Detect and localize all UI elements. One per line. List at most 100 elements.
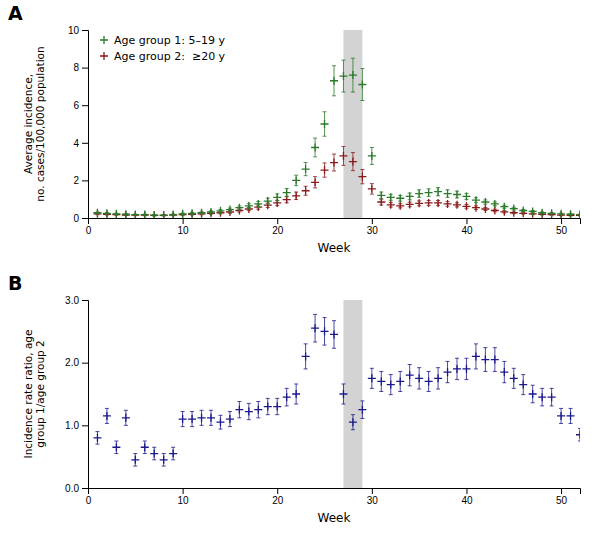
tick-mark <box>82 300 88 301</box>
tick: 50 <box>556 218 568 236</box>
point <box>444 190 452 198</box>
tick: 3.0 <box>65 295 88 306</box>
point <box>377 377 385 385</box>
tick: 6 <box>73 100 88 111</box>
shaded-region <box>343 30 362 218</box>
point <box>557 210 565 218</box>
point <box>548 209 556 217</box>
point <box>103 209 111 217</box>
tick: 20 <box>272 218 284 236</box>
tick-label: 10 <box>178 225 190 236</box>
point <box>264 197 272 205</box>
tick-mark <box>82 30 88 31</box>
point <box>415 199 423 207</box>
series <box>93 58 580 218</box>
point <box>103 210 111 218</box>
point <box>500 203 508 211</box>
tick-mark <box>277 488 278 494</box>
point <box>462 202 470 210</box>
point <box>311 324 319 332</box>
point <box>131 211 139 218</box>
point <box>216 207 224 215</box>
x-axis-title: Week <box>318 241 351 255</box>
tick-mark <box>466 218 467 224</box>
series <box>93 147 580 218</box>
point <box>141 443 149 451</box>
plot-area <box>93 300 580 488</box>
point <box>415 374 423 382</box>
point <box>415 190 423 198</box>
point <box>122 414 130 422</box>
tick: 0 <box>73 213 88 224</box>
point <box>141 211 149 218</box>
point <box>387 381 395 389</box>
tick-mark <box>183 218 184 224</box>
tick-mark <box>82 488 88 489</box>
point <box>567 210 575 218</box>
point <box>472 196 480 204</box>
axis-line <box>82 31 89 219</box>
point <box>576 211 580 218</box>
point <box>339 72 347 80</box>
tick-mark <box>82 68 88 69</box>
point <box>396 202 404 210</box>
point <box>576 211 580 218</box>
point <box>330 159 338 167</box>
point <box>198 414 206 422</box>
point <box>330 330 338 338</box>
tick-label: 6 <box>73 100 79 111</box>
point <box>302 187 310 195</box>
legend: Age group 1: 5–19 yAge group 2: ≥20 y <box>100 34 226 63</box>
tick-mark <box>82 180 88 181</box>
tick: 8 <box>73 62 88 73</box>
tick: 4 <box>73 138 88 149</box>
tick-label: 50 <box>556 225 568 236</box>
point <box>321 166 329 174</box>
y-axis-title: Incidence rate ratio, agegroup 1/age gro… <box>22 330 47 459</box>
tick-label: 0 <box>73 213 79 224</box>
point <box>519 206 527 214</box>
tick: 30 <box>367 218 379 236</box>
point <box>453 365 461 373</box>
tick-mark <box>82 363 88 364</box>
point <box>150 211 158 218</box>
tick-mark <box>277 218 278 224</box>
point <box>462 192 470 200</box>
tick-label: 30 <box>367 495 379 506</box>
point <box>406 200 414 208</box>
tick: 40 <box>461 218 473 236</box>
point <box>425 189 433 197</box>
point <box>576 431 580 439</box>
point <box>444 200 452 208</box>
point <box>169 211 177 218</box>
point <box>387 193 395 201</box>
point <box>122 210 130 218</box>
point <box>538 209 546 217</box>
point <box>481 356 489 364</box>
point <box>538 393 546 401</box>
tick: 2 <box>73 175 88 186</box>
tick-label: 3.0 <box>65 295 79 306</box>
legend-symbol <box>100 52 108 60</box>
tick-label: 2.0 <box>65 357 79 368</box>
legend-label: Age group 1: 5–19 y <box>114 34 225 47</box>
point <box>273 193 281 201</box>
tick: 10 <box>178 218 190 236</box>
point <box>444 368 452 376</box>
point <box>425 377 433 385</box>
point <box>93 209 101 217</box>
point <box>358 81 366 89</box>
tick-label: 0 <box>86 225 92 236</box>
panel: 010203040500246810WeekAverage incidence,… <box>8 2 584 255</box>
point <box>358 173 366 181</box>
point <box>179 211 187 218</box>
point <box>349 418 357 426</box>
x-axis: 0 10 20 30 40 50 <box>86 218 581 236</box>
point <box>273 403 281 411</box>
tick: 1.0 <box>65 420 88 431</box>
point <box>472 352 480 360</box>
point <box>396 194 404 202</box>
tick-label: 1.0 <box>65 420 79 431</box>
point <box>131 211 139 218</box>
tick-label: 8 <box>73 62 79 73</box>
